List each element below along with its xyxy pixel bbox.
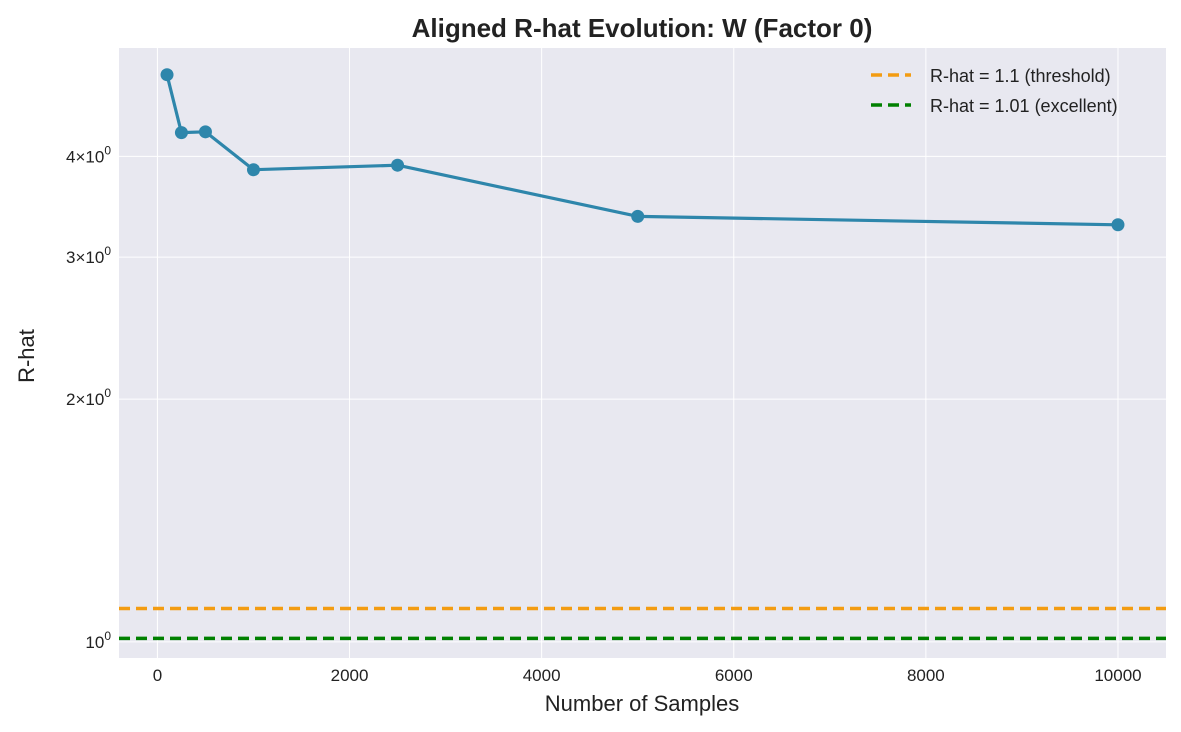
y-tick-label: 3×100	[66, 244, 111, 267]
y-tick-label: 2×100	[66, 386, 111, 409]
data-point	[1111, 218, 1125, 232]
y-axis-label: R-hat	[14, 329, 39, 383]
legend-label-excellent: R-hat = 1.01 (excellent)	[930, 96, 1118, 116]
x-tick-label: 2000	[331, 666, 369, 685]
x-tick-label: 8000	[907, 666, 945, 685]
y-axis-ticks: 4×100 3×100 2×100 100	[66, 143, 111, 652]
x-tick-label: 4000	[523, 666, 561, 685]
chart-title: Aligned R-hat Evolution: W (Factor 0)	[412, 13, 873, 43]
y-tick-label: 4×100	[66, 143, 111, 166]
plot-background	[119, 48, 1166, 658]
data-point	[631, 209, 645, 223]
grid	[119, 48, 1166, 658]
x-axis-label: Number of Samples	[545, 691, 739, 716]
legend-label-threshold: R-hat = 1.1 (threshold)	[930, 66, 1111, 86]
legend: R-hat = 1.1 (threshold) R-hat = 1.01 (ex…	[871, 66, 1118, 116]
x-tick-label: 10000	[1094, 666, 1141, 685]
data-point	[246, 163, 260, 177]
data-point	[160, 68, 174, 82]
data-point	[198, 125, 212, 139]
x-tick-label: 6000	[715, 666, 753, 685]
y-tick-label: 100	[85, 629, 111, 652]
data-point	[391, 158, 405, 172]
series-layer	[160, 68, 1125, 232]
x-tick-label: 0	[153, 666, 162, 685]
x-axis-ticks: 0 2000 4000 6000 8000 10000	[153, 666, 1142, 685]
data-point	[174, 126, 188, 140]
reference-lines	[119, 606, 1166, 641]
